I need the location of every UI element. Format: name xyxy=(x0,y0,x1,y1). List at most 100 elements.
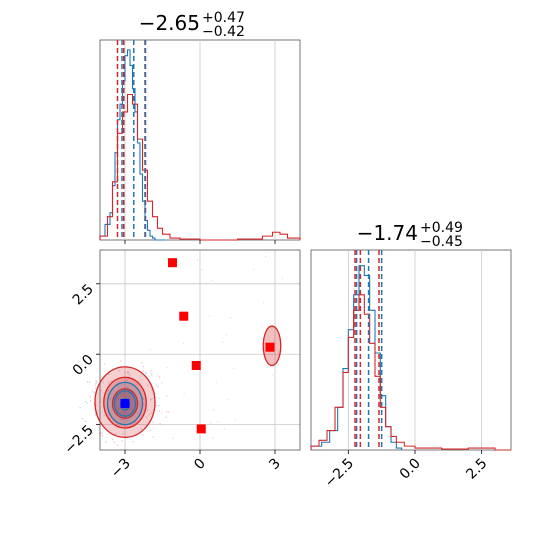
scatter-contours xyxy=(94,325,282,438)
scatter-point xyxy=(152,436,155,438)
scatter-point xyxy=(102,381,104,384)
histogram-panel-param1: −2.65 +0.47 −0.42 xyxy=(99,10,301,244)
scatter-point xyxy=(166,366,168,368)
scatter-point xyxy=(142,398,145,401)
scatter-point xyxy=(101,432,103,434)
scatter-point xyxy=(110,380,113,382)
scatter-point xyxy=(143,404,145,407)
panel-title-param2: −1.74 xyxy=(357,221,418,245)
scatter-point xyxy=(183,393,185,395)
scatter-point xyxy=(261,325,263,327)
scatter-point xyxy=(84,400,87,403)
scatter-point xyxy=(149,429,152,432)
scatter-markers xyxy=(120,258,275,434)
marker-red xyxy=(168,258,177,268)
scatter-point xyxy=(105,441,107,443)
scatter-x-ticks: −3 0 3 xyxy=(108,450,284,481)
y-tick-label: 2.5 xyxy=(70,281,97,308)
scatter-point xyxy=(101,434,103,437)
scatter-point xyxy=(155,404,158,407)
scatter-point xyxy=(107,389,110,392)
scatter-point xyxy=(149,399,152,401)
scatter-point xyxy=(227,398,229,400)
scatter-point xyxy=(113,441,116,443)
scatter-point xyxy=(126,371,129,374)
scatter-point xyxy=(142,365,145,368)
scatter-point xyxy=(223,428,225,430)
x-tick-label: 0 xyxy=(191,456,209,474)
scatter-point xyxy=(172,437,174,439)
scatter-point xyxy=(161,382,163,384)
scatter-point xyxy=(165,416,167,418)
y-tick-label: 0.0 xyxy=(70,352,97,379)
panel-title-param1-upper: +0.47 xyxy=(202,10,245,26)
scatter-point xyxy=(84,420,87,423)
scatter-point xyxy=(137,411,139,414)
histogram-step-line xyxy=(99,49,165,241)
histogram-step-line xyxy=(99,93,301,241)
marker-blue xyxy=(120,399,130,409)
scatter-point xyxy=(95,379,97,382)
scatter-point xyxy=(86,402,89,405)
x-tick-label: −2.5 xyxy=(322,456,357,491)
scatter-point xyxy=(234,419,236,422)
scatter-point xyxy=(142,402,145,405)
scatter-point xyxy=(147,409,149,411)
scatter-point xyxy=(271,374,273,377)
y-tick-label: −2.5 xyxy=(61,422,96,457)
scatter-point xyxy=(149,348,151,351)
scatter-point xyxy=(86,381,89,383)
scatter-point xyxy=(262,301,265,304)
scatter-point xyxy=(165,395,168,397)
scatter-point xyxy=(129,374,131,377)
scatter-point xyxy=(229,317,232,319)
scatter-point xyxy=(89,400,92,402)
scatter-point xyxy=(91,432,94,434)
scatter-point xyxy=(167,410,170,413)
scatter-point xyxy=(212,409,215,411)
scatter-point xyxy=(118,370,120,372)
scatter-point xyxy=(126,420,129,422)
scatter-point xyxy=(151,412,153,414)
scatter-point xyxy=(107,382,110,385)
scatter-point xyxy=(211,279,213,282)
histogram-series xyxy=(310,265,511,451)
scatter-point xyxy=(95,382,97,385)
scatter-point xyxy=(151,374,153,376)
scatter-point xyxy=(148,413,151,416)
marker-red xyxy=(196,424,206,434)
scatter-point xyxy=(144,371,147,374)
histogram-panel-param2: −2.5 0.0 2.5 −1.74 +0.49 −0.45 xyxy=(310,220,512,491)
marker-red xyxy=(265,342,275,352)
scatter-point xyxy=(141,434,144,436)
scatter-point xyxy=(94,384,96,386)
panel-title-param1-lower: −0.42 xyxy=(202,24,245,40)
scatter-point xyxy=(161,412,163,414)
scatter-point xyxy=(152,421,154,423)
scatter-point xyxy=(127,371,129,373)
scatter-point xyxy=(149,369,152,372)
panel-title-param2-lower: −0.45 xyxy=(420,234,463,250)
scatter-point xyxy=(111,438,114,441)
scatter-point xyxy=(150,398,152,400)
scatter-point xyxy=(154,392,157,395)
scatter-point xyxy=(182,342,185,344)
scatter-point xyxy=(196,259,199,261)
scatter-point xyxy=(142,370,145,372)
scatter-point xyxy=(145,372,147,375)
scatter-point xyxy=(108,381,110,383)
scatter-point xyxy=(201,269,203,271)
histogram-quantile-lines xyxy=(116,40,147,240)
scatter-point xyxy=(127,372,130,375)
histogram-x-ticks xyxy=(124,240,276,244)
scatter-point xyxy=(216,420,219,423)
scatter-point xyxy=(107,373,110,376)
scatter-point xyxy=(126,386,129,388)
scatter-point xyxy=(158,397,160,400)
scatter-point xyxy=(117,407,120,409)
scatter-point xyxy=(155,384,157,386)
marker-red xyxy=(191,360,201,370)
scatter-point xyxy=(157,385,159,388)
scatter-point xyxy=(114,433,117,435)
